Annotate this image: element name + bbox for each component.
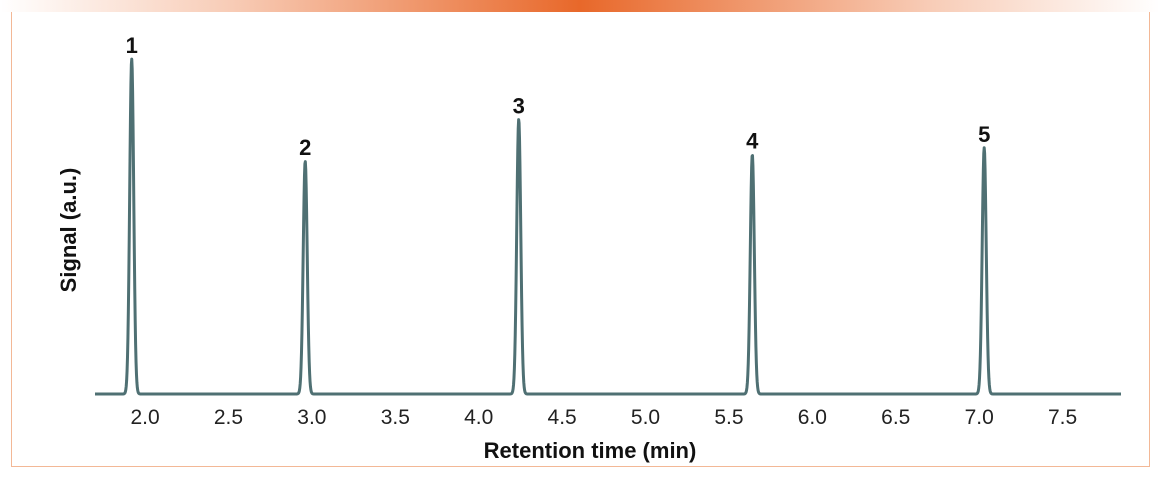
peak-label-3: 3 — [513, 93, 525, 118]
x-tick-label: 6.5 — [881, 406, 910, 429]
chart-frame — [11, 12, 1150, 467]
x-tick-label: 2.0 — [130, 406, 159, 429]
x-tick-label: 7.5 — [1048, 406, 1077, 429]
x-tick-label: 2.5 — [214, 406, 243, 429]
x-tick-label: 4.5 — [548, 406, 577, 429]
x-tick-label: 3.0 — [297, 406, 326, 429]
x-tick-labels: 2.0 2.5 3.0 3.5 4.0 4.5 5.0 5.5 6.0 6.5 7.0 7.5 — [130, 406, 1077, 429]
chromatogram-trace — [93, 57, 1123, 396]
x-tick-label: 5.5 — [714, 406, 743, 429]
peak-label-2: 2 — [299, 135, 311, 160]
peak-label-1: 1 — [126, 33, 138, 58]
x-axis-title: Retention time (min) — [484, 438, 697, 463]
y-axis-title: Signal (a.u.) — [56, 168, 81, 293]
top-accent-bar — [0, 0, 1160, 12]
peak-label-5: 5 — [978, 122, 990, 147]
x-tick-label: 5.0 — [631, 406, 660, 429]
peak-labels: 1 2 3 4 5 — [126, 33, 991, 160]
x-tick-label: 7.0 — [965, 406, 994, 429]
x-tick-label: 4.0 — [464, 406, 493, 429]
x-tick-label: 3.5 — [381, 406, 410, 429]
x-tick-label: 6.0 — [798, 406, 827, 429]
peak-label-4: 4 — [746, 128, 759, 153]
